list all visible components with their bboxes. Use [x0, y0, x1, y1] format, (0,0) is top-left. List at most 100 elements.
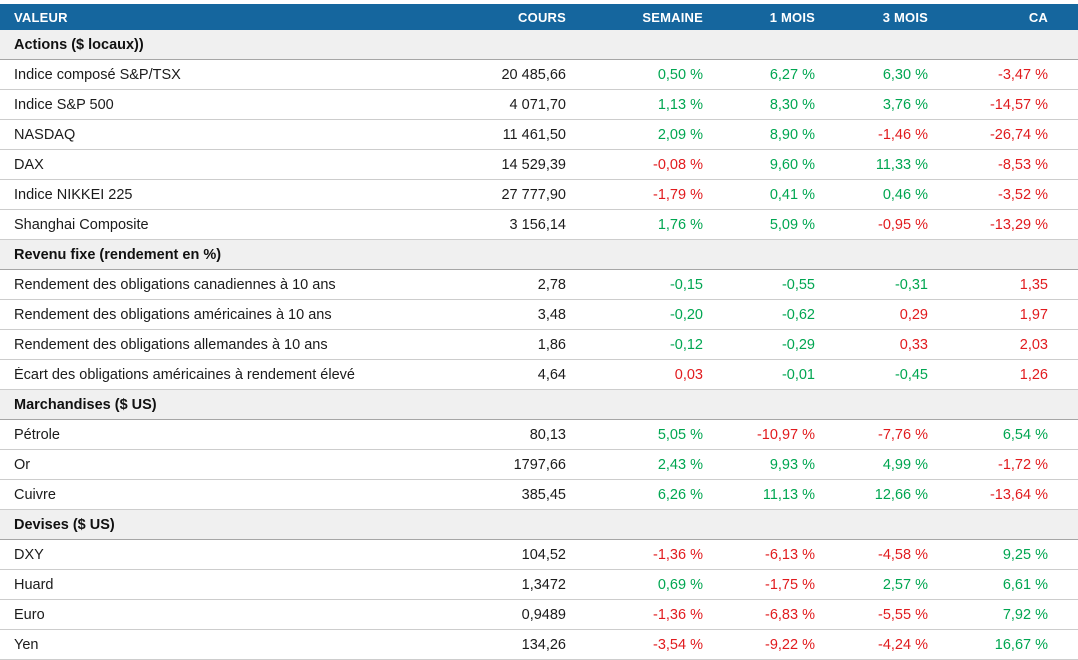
- column-header-ca: CA: [1028, 9, 1048, 25]
- change-cell-3mois: -5,55 %: [878, 606, 928, 623]
- cours-cell: 3 156,14: [509, 216, 566, 233]
- value-label: Rendement des obligations canadiennes à …: [14, 276, 336, 293]
- value-label: Euro: [14, 606, 45, 623]
- change-cell-ca: -13,29 %: [989, 216, 1048, 233]
- column-header-valeur: VALEUR: [14, 9, 68, 25]
- change-cell-1mois: -9,22 %: [765, 636, 815, 653]
- change-cell-semaine: 0,69 %: [657, 576, 703, 593]
- change-cell-ca: 7,92 %: [1002, 606, 1048, 623]
- cours-cell: 385,45: [521, 486, 566, 503]
- cours-cell: 27 777,90: [501, 186, 566, 203]
- value-label: Cuivre: [14, 486, 56, 503]
- table-row: Pétrole 80,13 5,05 % -10,97 % -7,76 % 6,54 %: [0, 420, 1078, 450]
- change-cell-ca: -13,64 %: [989, 486, 1048, 503]
- table-row: DAX 14 529,39 -0,08 % 9,60 % 11,33 % -8,53 %: [0, 150, 1078, 180]
- change-cell-ca: 1,26: [1019, 366, 1048, 383]
- change-cell-semaine: -1,36 %: [653, 546, 703, 563]
- cours-cell: 14 529,39: [501, 156, 566, 173]
- change-cell-1mois: 11,13 %: [762, 486, 815, 503]
- value-label: DAX: [14, 156, 44, 173]
- cours-cell: 80,13: [529, 426, 566, 443]
- change-cell-3mois: 0,46 %: [882, 186, 928, 203]
- cours-cell: 1,86: [537, 336, 566, 353]
- cours-cell: 4,64: [537, 366, 566, 383]
- value-label: Huard: [14, 576, 54, 593]
- change-cell-3mois: -7,76 %: [878, 426, 928, 443]
- change-cell-semaine: 5,05 %: [657, 426, 703, 443]
- change-cell-3mois: 2,57 %: [882, 576, 928, 593]
- column-header-semaine: SEMAINE: [642, 9, 703, 25]
- change-cell-3mois: -0,31: [894, 276, 928, 293]
- section-title: Actions ($ locaux)): [14, 36, 144, 53]
- value-label: Or: [14, 456, 31, 473]
- section-title: Revenu fixe (rendement en %): [14, 246, 222, 263]
- table-row: Rendement des obligations américaines à …: [0, 300, 1078, 330]
- change-cell-semaine: -0,08 %: [653, 156, 703, 173]
- change-cell-1mois: -1,75 %: [765, 576, 815, 593]
- change-cell-3mois: 11,33 %: [875, 156, 928, 173]
- column-header-3-mois: 3 MOIS: [882, 9, 928, 25]
- change-cell-1mois: -0,55: [781, 276, 815, 293]
- value-label: NASDAQ: [14, 126, 76, 143]
- value-label: Yen: [14, 636, 39, 653]
- change-cell-3mois: 3,76 %: [882, 96, 928, 113]
- change-cell-semaine: 2,09 %: [657, 126, 703, 143]
- change-cell-ca: 9,25 %: [1002, 546, 1048, 563]
- change-cell-3mois: -1,46 %: [878, 126, 928, 143]
- change-cell-3mois: -0,95 %: [878, 216, 928, 233]
- change-cell-semaine: 0,50 %: [657, 66, 703, 83]
- change-cell-1mois: 9,60 %: [769, 156, 815, 173]
- change-cell-ca: 2,03: [1019, 336, 1048, 353]
- change-cell-ca: 6,54 %: [1002, 426, 1048, 443]
- change-cell-1mois: 5,09 %: [769, 216, 815, 233]
- cours-cell: 2,78: [537, 276, 566, 293]
- change-cell-1mois: -0,62: [781, 306, 815, 323]
- change-cell-semaine: -0,15: [669, 276, 703, 293]
- change-cell-semaine: -3,54 %: [653, 636, 703, 653]
- value-label: Rendement des obligations allemandes à 1…: [14, 336, 328, 353]
- change-cell-semaine: 2,43 %: [657, 456, 703, 473]
- change-cell-1mois: 6,27 %: [769, 66, 815, 83]
- value-label: Écart des obligations américaines à rend…: [14, 366, 355, 383]
- change-cell-3mois: 0,33: [899, 336, 928, 353]
- value-label: Indice composé S&P/TSX: [14, 66, 181, 83]
- table-row: Yen 134,26 -3,54 % -9,22 % -4,24 % 16,67 %: [0, 630, 1078, 660]
- table-row: Shanghai Composite 3 156,14 1,76 % 5,09 % -0…: [0, 210, 1078, 240]
- table-row: Écart des obligations américaines à rend…: [0, 360, 1078, 390]
- value-label: Shanghai Composite: [14, 216, 149, 233]
- value-label: Indice S&P 500: [14, 96, 114, 113]
- table-header-row: VALEUR COURS SEMAINE 1 MOIS 3 MOIS CA: [0, 4, 1078, 30]
- table-row: Indice NIKKEI 225 27 777,90 -1,79 % 0,41 % 0…: [0, 180, 1078, 210]
- cours-cell: 1,3472: [521, 576, 566, 593]
- change-cell-semaine: -0,12: [669, 336, 703, 353]
- change-cell-semaine: 0,03: [674, 366, 703, 383]
- change-cell-1mois: -6,13 %: [765, 546, 815, 563]
- table-row: Rendement des obligations allemandes à 1…: [0, 330, 1078, 360]
- cours-cell: 20 485,66: [501, 66, 566, 83]
- change-cell-3mois: -4,24 %: [878, 636, 928, 653]
- change-cell-ca: -26,74 %: [989, 126, 1048, 143]
- table-row: Euro 0,9489 -1,36 % -6,83 % -5,55 % 7,92 %: [0, 600, 1078, 630]
- table-row: DXY 104,52 -1,36 % -6,13 % -4,58 % 9,25 %: [0, 540, 1078, 570]
- change-cell-3mois: -0,45: [894, 366, 928, 383]
- value-label: Pétrole: [14, 426, 60, 443]
- change-cell-1mois: -0,01: [781, 366, 815, 383]
- table-row: Rendement des obligations canadiennes à …: [0, 270, 1078, 300]
- section-header-row: Actions ($ locaux)): [0, 30, 1078, 60]
- change-cell-ca: 1,35: [1019, 276, 1048, 293]
- change-cell-semaine: -0,20: [669, 306, 703, 323]
- change-cell-3mois: 6,30 %: [882, 66, 928, 83]
- change-cell-ca: -1,72 %: [998, 456, 1048, 473]
- change-cell-1mois: 8,90 %: [769, 126, 815, 143]
- change-cell-ca: -8,53 %: [998, 156, 1048, 173]
- change-cell-ca: 6,61 %: [1002, 576, 1048, 593]
- section-header-row: Revenu fixe (rendement en %): [0, 240, 1078, 270]
- column-header-cours: COURS: [518, 9, 566, 25]
- column-header-1-mois: 1 MOIS: [769, 9, 815, 25]
- change-cell-semaine: 1,76 %: [657, 216, 703, 233]
- change-cell-ca: 16,67 %: [994, 636, 1048, 653]
- cours-cell: 134,26: [521, 636, 566, 653]
- change-cell-3mois: 12,66 %: [874, 486, 928, 503]
- change-cell-ca: 1,97: [1019, 306, 1048, 323]
